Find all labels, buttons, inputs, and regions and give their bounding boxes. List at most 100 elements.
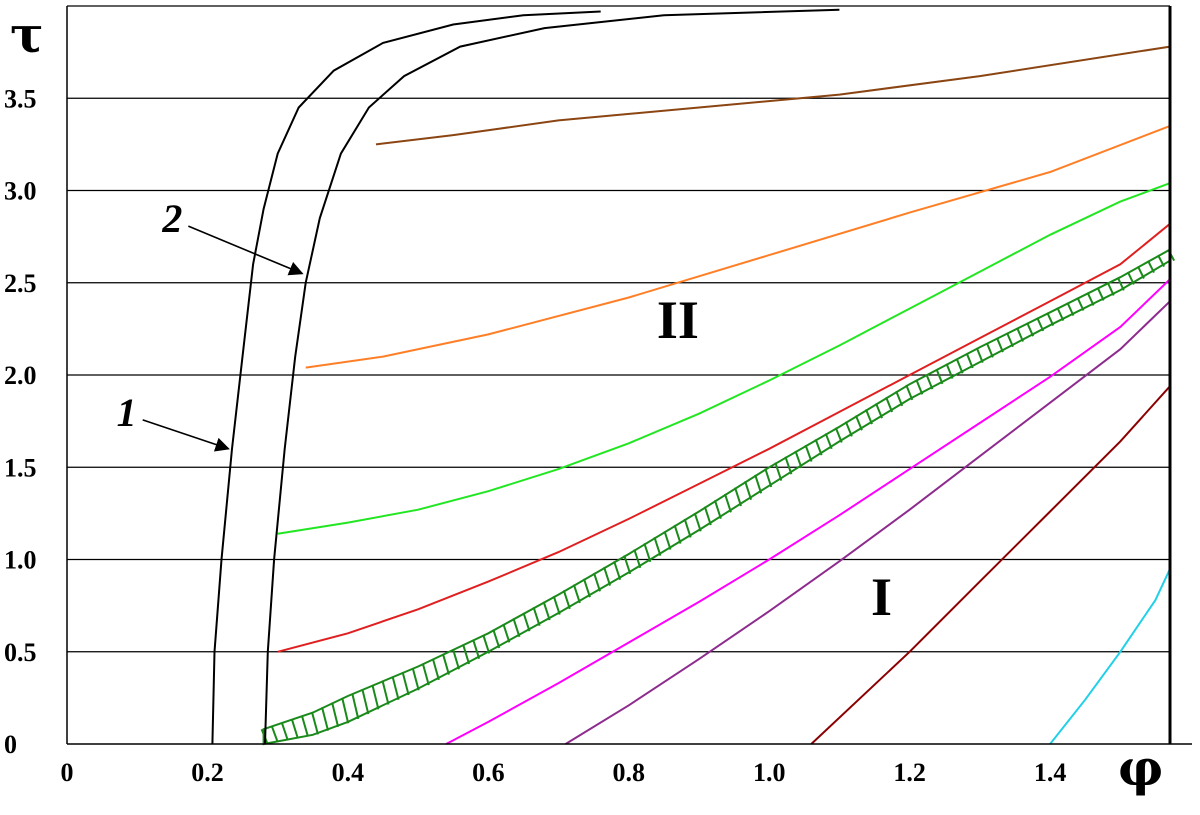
hatch-stroke [824,433,833,450]
hatch-stroke [693,512,702,532]
hatch-stroke [703,506,712,526]
hatch-stroke [593,572,601,592]
hatch-stroke [270,725,279,743]
y-axis-label: τ [10,5,44,64]
axes [66,5,1192,745]
hatch-stroke [411,667,420,691]
y-tick-label: 2.5 [4,269,37,298]
hatch-stroke [1157,254,1165,268]
hatch-stroke [391,676,400,701]
region-label-II: II [657,290,699,350]
y-tick-label: 2.0 [4,361,37,390]
hatch-stroke [854,415,863,431]
hatch-stroke [1006,332,1014,348]
series-line-1 [305,124,1171,369]
hatch-stroke [794,450,803,469]
region-label-I: I [871,567,892,627]
hatch-stroke [351,693,360,720]
hatch-stroke [371,684,380,710]
hatch-stroke [955,358,964,374]
hatch-stroke [1076,297,1085,311]
curve-label-2: 2 [161,196,182,241]
hatch-stroke [492,629,501,649]
y-tick-label: 3.0 [4,177,37,206]
hatch-stroke [935,368,944,385]
hatch-stroke [603,566,612,586]
hatch-stroke [814,438,823,456]
hatch-stroke [311,711,319,735]
hatch-stroke [834,427,843,443]
hatch-stroke [532,606,541,626]
hatch-stroke [1016,327,1024,342]
hatch-stroke [865,409,873,425]
hatch-stroke [764,468,773,488]
hatch-stroke [723,493,732,513]
curve-label-arrow-1 [142,419,230,452]
y-tick-label: 3.5 [4,84,37,113]
series-line-0 [375,45,1171,146]
series-line-4 [445,278,1171,745]
y-tick-label: 1.0 [4,546,37,575]
hatch-stroke [361,688,370,715]
hatch-stroke [572,584,581,604]
hatch-stroke [290,718,299,739]
hatch-stroke [452,648,460,670]
hatch-stroke [522,612,531,632]
boundary-curves [211,8,840,745]
series-line-2 [277,182,1171,535]
hatch-stroke [542,601,551,621]
hatch-stroke [582,578,591,598]
hatch-stroke [331,702,340,728]
y-tick-label: 0 [4,730,17,759]
hatch-stroke [885,396,894,413]
x-tick-label: 1.4 [1034,758,1067,787]
hatch-stroke [421,663,430,686]
hatch-stroke [300,715,309,737]
hatch-stroke [381,680,390,705]
series-lines [277,45,1172,745]
hatch-stroke [401,671,410,696]
hatch-stroke [1137,265,1145,279]
hatch-stroke [462,644,471,665]
x-tick-label: 1.2 [893,758,926,787]
hatch-stroke [1106,282,1115,296]
hatch-stroke [613,560,622,581]
series-line-5 [565,300,1171,745]
hatch-stroke [744,480,753,500]
y-tick-label: 1.5 [4,453,37,482]
hatch-stroke [1086,292,1095,306]
series-line-6 [810,385,1171,745]
grid-lines [67,97,1170,653]
hatch-stroke [985,342,994,358]
hatch-stroke [341,697,350,724]
hatch-stroke [844,421,853,437]
x-tick-label: 0.2 [191,758,224,787]
x-tick-label: 1.0 [753,758,786,787]
hatch-stroke [321,707,330,731]
hatch-stroke [643,543,652,563]
x-axis-label: φ [1118,738,1163,797]
hatch-stroke [995,337,1004,353]
hatch-stroke [1036,317,1045,332]
hatch-stroke [734,487,742,507]
hatch-stroke [280,722,289,741]
hatch-stroke [663,530,672,550]
tick-labels: 0 0.5 1.0 1.5 2.0 2.5 3.0 3.5 0 0.2 0.4 0.6 0.8 1.0 1.… [4,84,1066,787]
hatch-stroke [774,462,783,481]
hatch-stroke [1066,302,1075,316]
hatch-stroke [441,653,450,675]
hatch-stroke [512,618,521,638]
hatch-stroke [653,536,662,556]
hatch-stroke [754,474,763,494]
hatch-stroke [633,549,642,569]
hatch-stroke [905,384,914,401]
hatch-stroke [875,402,883,419]
hatch-stroke [552,595,561,615]
hatch-stroke [673,524,682,544]
hatch-stroke [502,623,511,643]
hatch-stroke [895,390,904,407]
hatch-stroke [1056,307,1065,321]
hatch-stroke [1147,260,1155,273]
